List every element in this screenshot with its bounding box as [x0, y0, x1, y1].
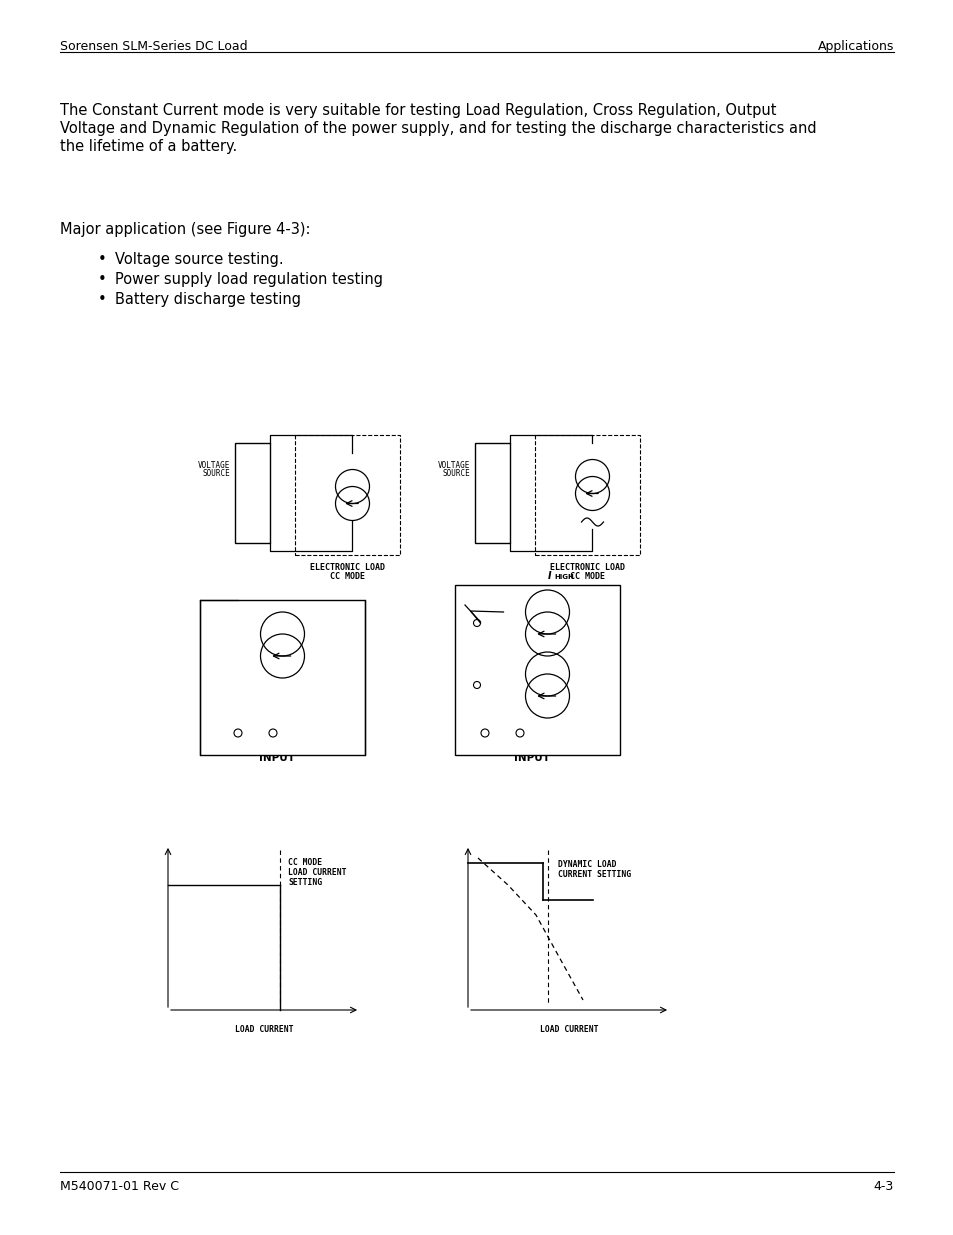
Bar — [455, 585, 619, 755]
Text: CC MODE: CC MODE — [330, 572, 365, 580]
Text: Voltage source testing.: Voltage source testing. — [115, 252, 283, 267]
Text: CURRENT SETTING: CURRENT SETTING — [558, 869, 631, 879]
Text: HIGH: HIGH — [554, 574, 574, 580]
Text: •: • — [97, 291, 107, 308]
Text: CC MODE: CC MODE — [288, 858, 322, 867]
Text: VOLTAGE: VOLTAGE — [437, 461, 470, 471]
Bar — [234, 443, 270, 543]
Circle shape — [473, 682, 480, 688]
Text: CC MODE: CC MODE — [569, 572, 604, 580]
Text: INPUT: INPUT — [514, 753, 550, 763]
Text: SETTING: SETTING — [288, 878, 322, 887]
Text: Major application (see Figure 4-3):: Major application (see Figure 4-3): — [60, 222, 310, 237]
Text: SOURCE: SOURCE — [202, 469, 230, 478]
Text: SOURCE: SOURCE — [442, 469, 470, 478]
Text: •: • — [97, 272, 107, 287]
Text: Sorensen SLM-Series DC Load: Sorensen SLM-Series DC Load — [60, 40, 248, 53]
Text: ELECTRONIC LOAD: ELECTRONIC LOAD — [310, 563, 385, 572]
Text: the lifetime of a battery.: the lifetime of a battery. — [60, 140, 237, 154]
Text: –: – — [263, 478, 268, 488]
Text: +: + — [274, 734, 283, 743]
Circle shape — [516, 729, 523, 737]
Text: Applications: Applications — [817, 40, 893, 53]
Circle shape — [480, 729, 489, 737]
Text: I: I — [547, 571, 551, 580]
Circle shape — [473, 620, 480, 626]
Text: Voltage and Dynamic Regulation of the power supply, and for testing the discharg: Voltage and Dynamic Regulation of the po… — [60, 121, 816, 136]
Text: Power supply load regulation testing: Power supply load regulation testing — [115, 272, 382, 287]
Text: ELECTRONIC LOAD: ELECTRONIC LOAD — [550, 563, 624, 572]
Text: M540071-01 Rev C: M540071-01 Rev C — [60, 1179, 179, 1193]
Text: The Constant Current mode is very suitable for testing Load Regulation, Cross Re: The Constant Current mode is very suitab… — [60, 103, 776, 119]
Text: Battery discharge testing: Battery discharge testing — [115, 291, 301, 308]
Circle shape — [269, 729, 276, 737]
Bar — [475, 443, 510, 543]
Text: LOW: LOW — [558, 730, 577, 736]
Text: LOAD CURRENT: LOAD CURRENT — [234, 1025, 293, 1034]
Bar — [535, 435, 639, 555]
Text: LOAD CURRENT: LOAD CURRENT — [288, 868, 346, 877]
Text: INPUT: INPUT — [259, 753, 295, 763]
Text: •: • — [97, 252, 107, 267]
Text: VOLTAGE: VOLTAGE — [197, 461, 230, 471]
Bar — [200, 600, 365, 755]
Text: +: + — [522, 734, 531, 743]
Text: –: – — [476, 734, 482, 743]
Text: DC: DC — [524, 743, 540, 753]
Text: DC: DC — [269, 743, 285, 753]
Bar — [294, 435, 399, 555]
Text: LOAD CURRENT: LOAD CURRENT — [539, 1025, 598, 1034]
Circle shape — [233, 729, 242, 737]
Text: DYNAMIC LOAD: DYNAMIC LOAD — [558, 860, 616, 869]
Text: 4-3: 4-3 — [873, 1179, 893, 1193]
Text: I: I — [552, 734, 556, 743]
Text: –: – — [502, 478, 507, 488]
Text: –: – — [230, 734, 241, 743]
